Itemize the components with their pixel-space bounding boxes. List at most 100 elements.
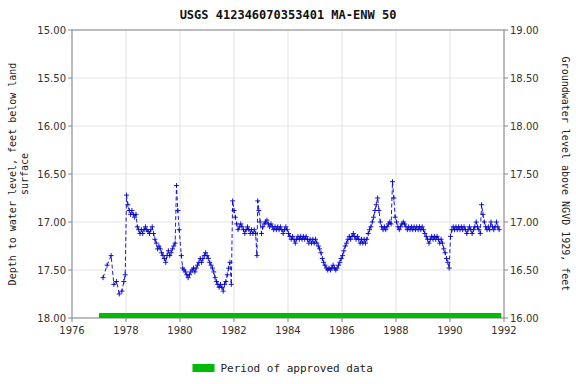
series-marker xyxy=(368,224,373,229)
series-marker xyxy=(223,279,228,284)
series-marker xyxy=(227,260,232,265)
series-marker xyxy=(374,202,379,207)
data-area xyxy=(99,179,502,318)
series-marker xyxy=(179,253,184,258)
x-tick-label: 1984 xyxy=(275,325,300,336)
series-marker xyxy=(117,292,122,297)
y2-tick-label: 16.50 xyxy=(510,265,539,276)
series-marker xyxy=(443,250,448,255)
series-marker xyxy=(101,275,106,280)
y-tick-label: 17.00 xyxy=(37,217,66,228)
x-tick xyxy=(72,318,73,322)
series-marker xyxy=(226,266,231,271)
y2-tick xyxy=(504,126,508,127)
series-marker xyxy=(221,289,226,294)
x-tick-label: 1990 xyxy=(437,325,462,336)
x-tick-label: 1978 xyxy=(113,325,138,336)
series-marker xyxy=(230,198,235,203)
chart-title: USGS 412346070353401 MA-ENW 50 xyxy=(180,8,397,22)
series-marker xyxy=(109,253,114,258)
series-marker xyxy=(341,248,346,253)
y2-tick xyxy=(504,78,508,79)
series-marker xyxy=(150,224,155,229)
chart: 19761978198019821984198619881990199215.0… xyxy=(0,0,576,384)
x-tick xyxy=(504,318,505,322)
y-tick xyxy=(68,222,72,223)
y2-tick xyxy=(504,318,508,319)
axes: 19761978198019821984198619881990199215.0… xyxy=(37,25,538,337)
y-tick-label: 18.00 xyxy=(37,313,66,324)
y2-tick-label: 18.00 xyxy=(510,121,539,132)
x-tick xyxy=(288,318,289,322)
series-marker xyxy=(318,250,323,255)
y-tick xyxy=(68,30,72,31)
x-tick-label: 1986 xyxy=(329,325,354,336)
y2-tick-label: 17.50 xyxy=(510,169,539,180)
x-tick xyxy=(450,318,451,322)
series-marker xyxy=(211,269,216,274)
y2-tick xyxy=(504,30,508,31)
y-tick xyxy=(68,174,72,175)
series-marker xyxy=(124,193,129,198)
x-tick xyxy=(126,318,127,322)
x-tick-label: 1982 xyxy=(221,325,246,336)
y2-tick xyxy=(504,222,508,223)
series-marker xyxy=(389,221,394,226)
y2-tick-label: 19.00 xyxy=(510,25,539,36)
series-marker xyxy=(391,196,396,201)
series-marker xyxy=(125,202,130,207)
series-marker xyxy=(364,237,369,242)
x-tick-label: 1988 xyxy=(383,325,408,336)
grid-line xyxy=(72,126,504,127)
series-marker xyxy=(253,231,258,236)
y2-tick-label: 16.00 xyxy=(510,313,539,324)
x-tick-label: 1980 xyxy=(167,325,192,336)
y-tick-label: 16.00 xyxy=(37,121,66,132)
series-marker xyxy=(390,179,395,184)
legend-swatch xyxy=(193,364,215,372)
y-tick xyxy=(68,318,72,319)
series-marker xyxy=(489,220,494,225)
series-marker xyxy=(497,227,502,232)
series-marker xyxy=(119,289,124,294)
series-marker xyxy=(229,282,234,287)
y-tick-label: 15.50 xyxy=(37,73,66,84)
x-tick xyxy=(396,318,397,322)
series-marker xyxy=(440,241,445,246)
series-marker xyxy=(480,212,485,217)
y2-tick-label: 17.00 xyxy=(510,217,539,228)
y-tick-label: 17.50 xyxy=(37,265,66,276)
plot-background xyxy=(72,30,504,318)
series-marker xyxy=(233,215,238,220)
x-tick-label: 1992 xyxy=(491,325,516,336)
y-tick xyxy=(68,270,72,271)
series-marker xyxy=(225,272,230,277)
series-marker xyxy=(105,263,110,268)
series-marker xyxy=(174,183,179,188)
series-marker xyxy=(340,253,345,258)
x-tick xyxy=(180,318,181,322)
grid-line xyxy=(72,270,504,271)
plot-frame xyxy=(72,30,504,318)
x-tick xyxy=(234,318,235,322)
series-marker xyxy=(376,208,381,213)
series-marker xyxy=(177,227,182,232)
series-marker xyxy=(256,208,261,213)
series-marker xyxy=(121,279,126,284)
legend-label: Period of approved data xyxy=(221,362,373,375)
series-marker xyxy=(474,220,479,225)
y2-tick xyxy=(504,270,508,271)
x-tick xyxy=(342,318,343,322)
series-marker xyxy=(447,266,452,271)
series-marker xyxy=(478,231,483,236)
y-tick-label: 16.50 xyxy=(37,169,66,180)
grid xyxy=(72,30,504,318)
series-marker xyxy=(232,208,237,213)
series-marker xyxy=(154,241,159,246)
grid-line xyxy=(72,78,504,79)
series-marker xyxy=(375,196,380,201)
series-marker xyxy=(448,234,453,239)
grid-line xyxy=(72,174,504,175)
series-marker xyxy=(175,208,180,213)
series-marker xyxy=(111,282,116,287)
